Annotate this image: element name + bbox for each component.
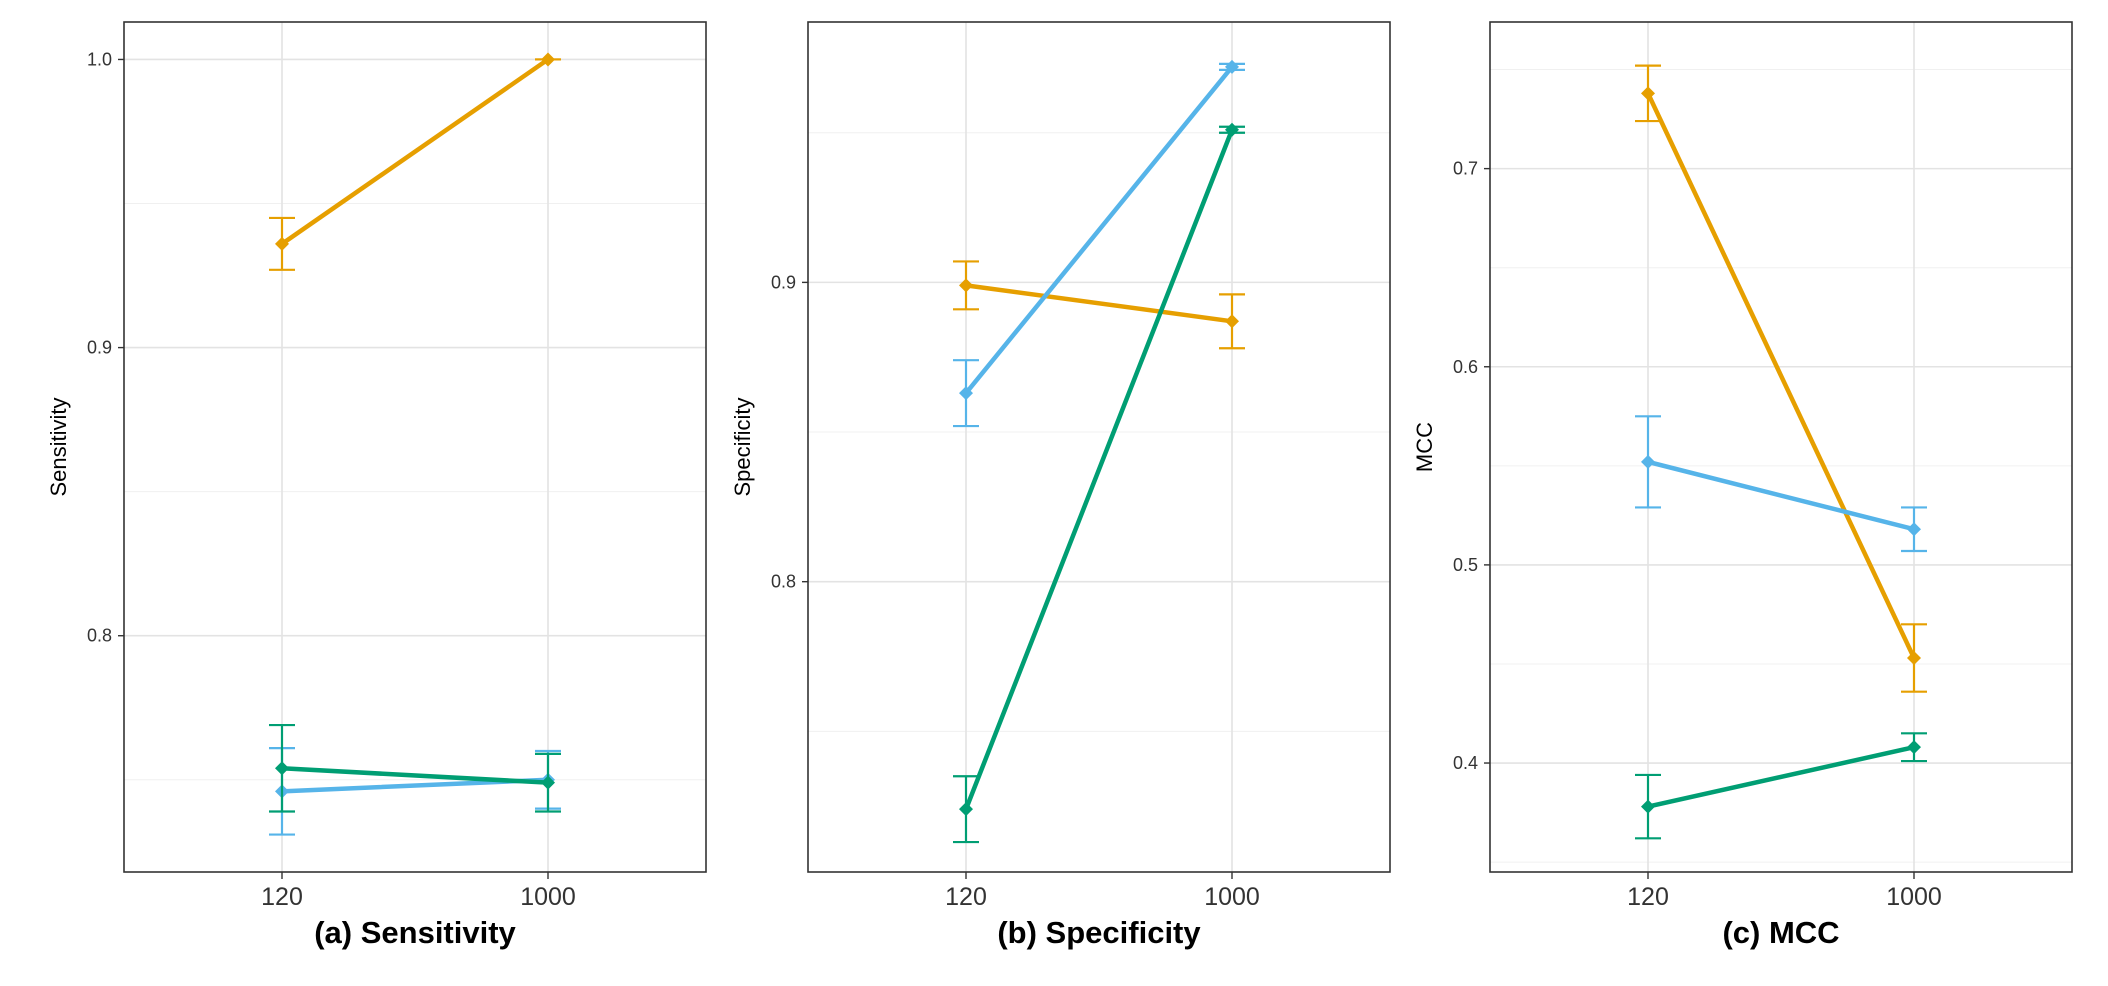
y-tick-label: 0.8 (771, 572, 796, 592)
x-tick-label: 120 (1627, 883, 1669, 911)
series-1 (1635, 64, 1927, 693)
series-2 (1635, 415, 1927, 553)
panel-caption: (b) Specificity (997, 915, 1201, 950)
y-tick-label: 0.6 (1453, 357, 1478, 377)
data-point (1225, 59, 1239, 74)
y-tick-label: 0.5 (1453, 555, 1478, 575)
series-line (1645, 459, 1917, 532)
data-point (1641, 799, 1655, 814)
data-point (541, 775, 555, 790)
panel-border (1489, 21, 2073, 873)
data-point (1225, 314, 1239, 329)
x-tick-label: 1000 (1204, 883, 1260, 911)
y-tick-label: 0.9 (87, 338, 112, 358)
y-tick-label: 0.9 (771, 272, 796, 292)
data-point (541, 52, 555, 67)
data-point (1907, 740, 1921, 755)
data-point (1907, 651, 1921, 666)
panel-border (123, 21, 707, 873)
series-line (279, 766, 551, 785)
data-point (959, 278, 973, 293)
series-3 (1635, 732, 1927, 840)
y-tick-label: 1.0 (87, 49, 112, 69)
series-line (963, 283, 1235, 324)
y-tick-label: 0.8 (87, 626, 112, 646)
series-3 (269, 723, 561, 813)
series-3 (953, 122, 1245, 844)
series-line (1645, 91, 1917, 661)
series-line (963, 64, 1235, 396)
series-2 (953, 59, 1245, 428)
panel-caption: (c) MCC (1722, 915, 1839, 950)
data-point (959, 386, 973, 401)
series-1 (269, 52, 561, 271)
data-point (1641, 454, 1655, 469)
panel-border (807, 21, 1391, 873)
y-tick-label: 0.4 (1453, 753, 1478, 773)
y-axis-title: Sensitivity (46, 397, 71, 496)
data-point (275, 761, 289, 776)
x-tick-label: 120 (261, 883, 303, 911)
series-1 (953, 260, 1245, 350)
y-axis-title: MCC (1412, 422, 1437, 472)
panel-caption: (a) Sensitivity (314, 915, 516, 950)
series-line (963, 127, 1235, 812)
y-tick-label: 0.7 (1453, 159, 1478, 179)
series-line (1645, 744, 1917, 809)
data-point (1907, 522, 1921, 537)
data-point (1641, 86, 1655, 101)
panel-3: 0.4 0.5 0.6 0.7 120 1000 MCC (c) MCC (1412, 21, 2073, 950)
y-axis-title: Specificity (730, 397, 755, 496)
series-2 (269, 747, 561, 836)
data-point (1225, 122, 1239, 137)
panel-1: 0.8 0.9 1.0 120 1000 Sensitivity (a) Sensitivi… (46, 21, 707, 950)
data-point (275, 236, 289, 251)
data-point (959, 802, 973, 817)
x-tick-label: 1000 (520, 883, 576, 911)
series-line (279, 57, 551, 247)
x-tick-label: 120 (945, 883, 987, 911)
panel-2: 0.8 0.9 120 1000 Specificity (b) Specificity (730, 21, 1391, 950)
x-tick-label: 1000 (1886, 883, 1942, 911)
